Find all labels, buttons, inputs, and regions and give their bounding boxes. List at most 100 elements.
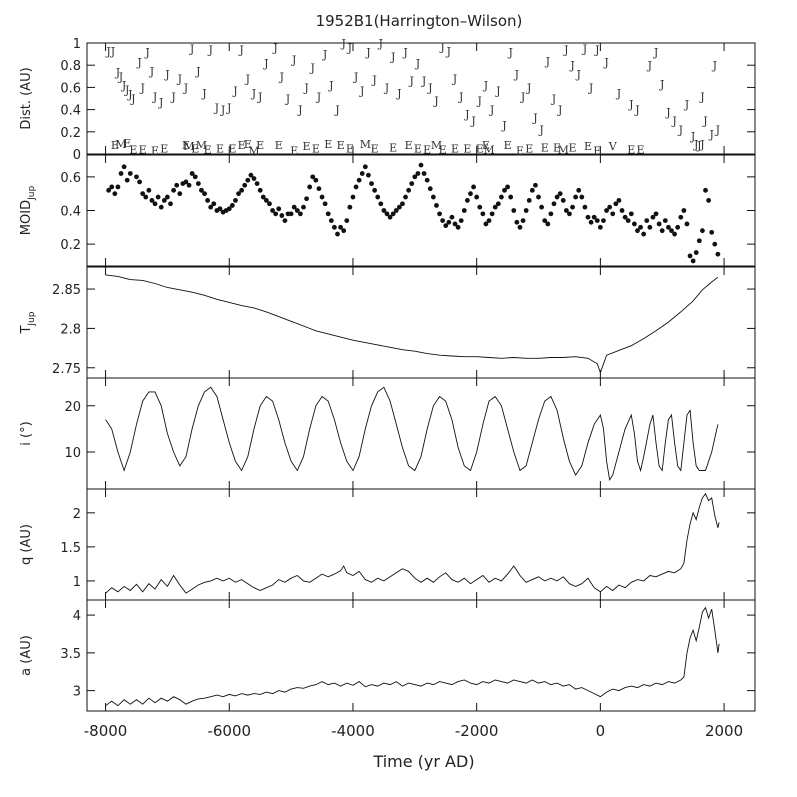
data-point: [446, 219, 452, 225]
data-point-letter: J: [501, 119, 506, 132]
panel-frame: [86, 599, 756, 712]
data-point: [168, 201, 173, 207]
data-point-letter: J: [514, 68, 519, 81]
data-point: [669, 228, 674, 234]
data-point-letter: E: [111, 139, 119, 152]
data-point-letter: J: [507, 46, 512, 59]
data-point: [353, 184, 359, 190]
data-point-letter: J: [226, 101, 231, 114]
data-point-letter: E: [504, 139, 512, 152]
data-point-letter: E: [405, 139, 413, 152]
y-tick-label: 4: [73, 609, 81, 624]
data-point-letter: J: [520, 90, 525, 103]
data-point-letter: M: [431, 139, 442, 152]
data-point-letter: J: [334, 104, 339, 117]
data-point-letter: J: [170, 90, 175, 103]
y-axis-label-subscript: Jup: [27, 186, 37, 201]
data-point-letter: J: [177, 73, 182, 86]
y-axis-label: Dist. (AU): [19, 67, 34, 129]
y-axis-label-text: q (AU): [19, 524, 34, 565]
data-point: [696, 238, 702, 244]
data-point-letter: J: [569, 59, 574, 72]
data-point-letter: J: [678, 124, 683, 137]
data-point: [427, 186, 433, 192]
y-tick-label: 1: [73, 575, 81, 590]
data-point-letter: E: [414, 142, 422, 155]
y-tick-label: 0.6: [60, 81, 81, 96]
data-point-letter: J: [124, 84, 129, 97]
y-axis-label: a (AU): [19, 635, 34, 676]
data-point: [242, 182, 248, 188]
data-point-letter: E: [238, 139, 246, 152]
data-point: [205, 198, 211, 203]
data-point: [551, 201, 557, 207]
data-point: [430, 194, 436, 200]
data-point: [304, 196, 309, 202]
data-point: [400, 201, 405, 207]
data-point: [263, 198, 269, 203]
y-tick-label: 0.6: [60, 171, 81, 186]
data-point: [115, 184, 121, 190]
data-point-letter: J: [538, 124, 543, 137]
data-point-letter: J: [316, 90, 321, 103]
data-point-letter: J: [634, 104, 639, 117]
data-point: [362, 164, 368, 170]
data-point: [239, 187, 245, 193]
data-point-letter: J: [365, 46, 370, 59]
data-point-letter: E: [627, 144, 635, 157]
series-line: [105, 386, 719, 482]
data-point-letter: J: [359, 85, 364, 98]
data-point: [233, 198, 238, 203]
data-point-letter: J: [139, 81, 144, 94]
data-point: [412, 174, 418, 180]
data-point: [328, 218, 334, 223]
data-point: [703, 187, 708, 193]
data-point-letter: J: [201, 87, 206, 100]
data-point: [483, 221, 489, 227]
data-point-letter: E: [244, 138, 252, 151]
data-point-letter: M: [115, 138, 126, 151]
y-tick-label: 3: [73, 685, 81, 700]
data-point-letter: J: [582, 43, 587, 56]
y-axis-label: TJup: [19, 311, 37, 334]
x-tick-label: 0: [596, 722, 606, 740]
x-tick-label: -6000: [207, 722, 251, 740]
data-point: [415, 171, 421, 176]
data-point: [495, 201, 501, 207]
data-point-letter: J: [715, 124, 720, 137]
data-point: [508, 194, 514, 200]
data-point: [310, 174, 316, 180]
series-line: [105, 492, 720, 594]
data-point-letter: J: [118, 70, 123, 83]
data-point: [341, 228, 347, 234]
data-point: [424, 177, 430, 183]
data-point-letter: E: [476, 142, 484, 155]
data-point-letter: J: [693, 138, 698, 151]
data-point: [619, 208, 625, 213]
data-point: [443, 223, 449, 229]
data-point-letter: E: [324, 138, 332, 151]
data-point: [174, 182, 180, 188]
data-point-letter: M: [248, 145, 259, 158]
data-point: [536, 194, 541, 200]
data-point: [276, 206, 282, 212]
data-point-letter: J: [238, 44, 243, 57]
data-point-letter: M: [196, 139, 207, 152]
data-point: [468, 191, 473, 197]
data-point: [297, 211, 303, 217]
data-point-letter: J: [183, 81, 188, 94]
figure-title: 1952B1(Harrington–Wilson): [316, 12, 523, 30]
data-point: [248, 172, 254, 178]
data-point: [267, 201, 272, 207]
data-point-letter: J: [164, 68, 169, 81]
data-point: [452, 221, 458, 227]
y-tick-label: 2.75: [52, 362, 81, 377]
data-point: [109, 184, 115, 190]
data-point-letter: J: [110, 45, 115, 58]
data-point: [134, 174, 139, 180]
data-point-letter: J: [328, 79, 333, 92]
data-point: [245, 177, 251, 183]
data-point: [372, 187, 378, 193]
data-point: [396, 204, 402, 210]
data-point-letter: E: [123, 137, 131, 150]
